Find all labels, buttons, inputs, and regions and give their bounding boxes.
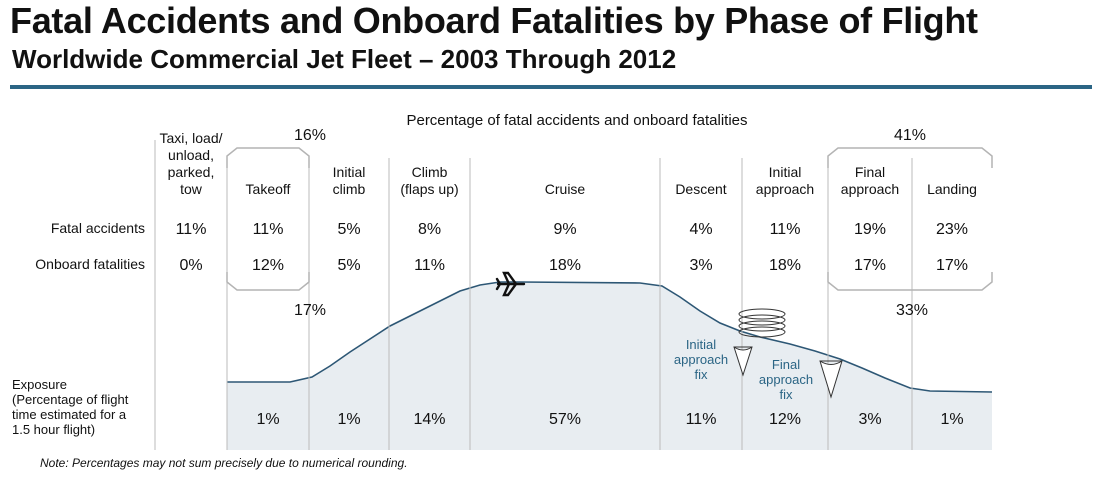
- row-value: 17%: [936, 257, 968, 274]
- initial-approach-fix-icon: [733, 346, 753, 377]
- phase-header: approach: [841, 181, 899, 197]
- row-label: Fatal accidents: [51, 220, 145, 236]
- row-value: 0%: [179, 257, 202, 274]
- flight-profile-line: [227, 281, 993, 393]
- row-value: 23%: [936, 221, 968, 238]
- exposure-value: 57%: [549, 411, 581, 428]
- holding-pattern-icon: [738, 320, 786, 332]
- holding-pattern-icon: [738, 314, 786, 326]
- exposure-value: 11%: [686, 411, 717, 428]
- row-value: 5%: [337, 221, 360, 238]
- phase-header: Initial: [769, 164, 802, 180]
- bracket-takeoff-initial-climb-accidents: [226, 147, 310, 168]
- phase-header: Taxi, load/: [159, 130, 222, 146]
- phase-header: unload,: [168, 147, 214, 163]
- exposure-value: 14%: [413, 411, 445, 428]
- row-value: 12%: [252, 257, 284, 274]
- footnote: Note: Percentages may not sum precisely …: [40, 456, 408, 470]
- phase-header: Final: [855, 164, 885, 180]
- phase-header: Takeoff: [246, 181, 291, 197]
- title-rule: [10, 85, 1092, 89]
- phase-header: Initial: [333, 164, 366, 180]
- row-value: 17%: [854, 257, 886, 274]
- group-total: 16%: [294, 127, 326, 144]
- exposure-value: 1%: [256, 411, 279, 428]
- exposure-label: (Percentage of flight: [12, 392, 129, 407]
- exposure-value: 12%: [769, 411, 801, 428]
- group-total: 33%: [896, 302, 928, 319]
- exposure-value: 3%: [858, 411, 881, 428]
- group-total: 41%: [894, 127, 926, 144]
- exposure-value: 1%: [940, 411, 963, 428]
- row-value: 19%: [854, 221, 886, 238]
- group-total: 17%: [294, 302, 326, 319]
- phase-header: Climb: [412, 164, 448, 180]
- row-value: 3%: [689, 257, 712, 274]
- row-value: 18%: [769, 257, 801, 274]
- initial-approach-fix-label: approach: [674, 352, 728, 367]
- phase-header: parked,: [168, 164, 215, 180]
- bracket-takeoff-initial-climb-fatalities: [226, 272, 310, 291]
- bracket-final-approach-landing-fatalities: [827, 272, 993, 291]
- exposure-label: 1.5 hour flight): [12, 422, 95, 437]
- initial-approach-fix-label: fix: [695, 367, 709, 382]
- page-subtitle: Worldwide Commercial Jet Fleet – 2003 Th…: [12, 44, 677, 74]
- chart-title: Percentage of fatal accidents and onboar…: [406, 112, 747, 129]
- row-value: 11%: [770, 221, 801, 238]
- row-value: 11%: [414, 257, 445, 274]
- initial-approach-fix-label: Initial: [686, 337, 716, 352]
- exposure-value: 1%: [337, 411, 360, 428]
- row-value: 8%: [418, 221, 441, 238]
- phase-header: Descent: [675, 181, 726, 197]
- row-value: 4%: [689, 221, 712, 238]
- phase-header: Cruise: [545, 181, 586, 197]
- row-value: 9%: [553, 221, 576, 238]
- final-approach-fix-label: fix: [780, 387, 794, 402]
- holding-pattern-icon: [738, 308, 786, 320]
- row-value: 11%: [253, 221, 284, 238]
- row-value: 11%: [176, 221, 207, 238]
- exposure-label: Exposure: [12, 377, 67, 392]
- phase-header: climb: [333, 181, 366, 197]
- phase-header: tow: [180, 181, 203, 197]
- row-value: 18%: [549, 257, 581, 274]
- row-label: Onboard fatalities: [35, 256, 145, 272]
- holding-pattern-icon: [738, 326, 786, 338]
- bracket-final-approach-landing-accidents: [827, 147, 993, 168]
- phase-header: approach: [756, 181, 814, 197]
- exposure-label: time estimated for a: [12, 407, 127, 422]
- page-title: Fatal Accidents and Onboard Fatalities b…: [10, 0, 978, 41]
- final-approach-fix-label: approach: [759, 372, 813, 387]
- exposure-area: [227, 282, 992, 450]
- row-value: 5%: [337, 257, 360, 274]
- phase-header: (flaps up): [400, 181, 458, 197]
- final-approach-fix-label: Final: [772, 357, 800, 372]
- phase-header: Landing: [927, 181, 977, 197]
- airplane-icon: [495, 271, 526, 297]
- final-approach-fix-icon: [819, 360, 843, 399]
